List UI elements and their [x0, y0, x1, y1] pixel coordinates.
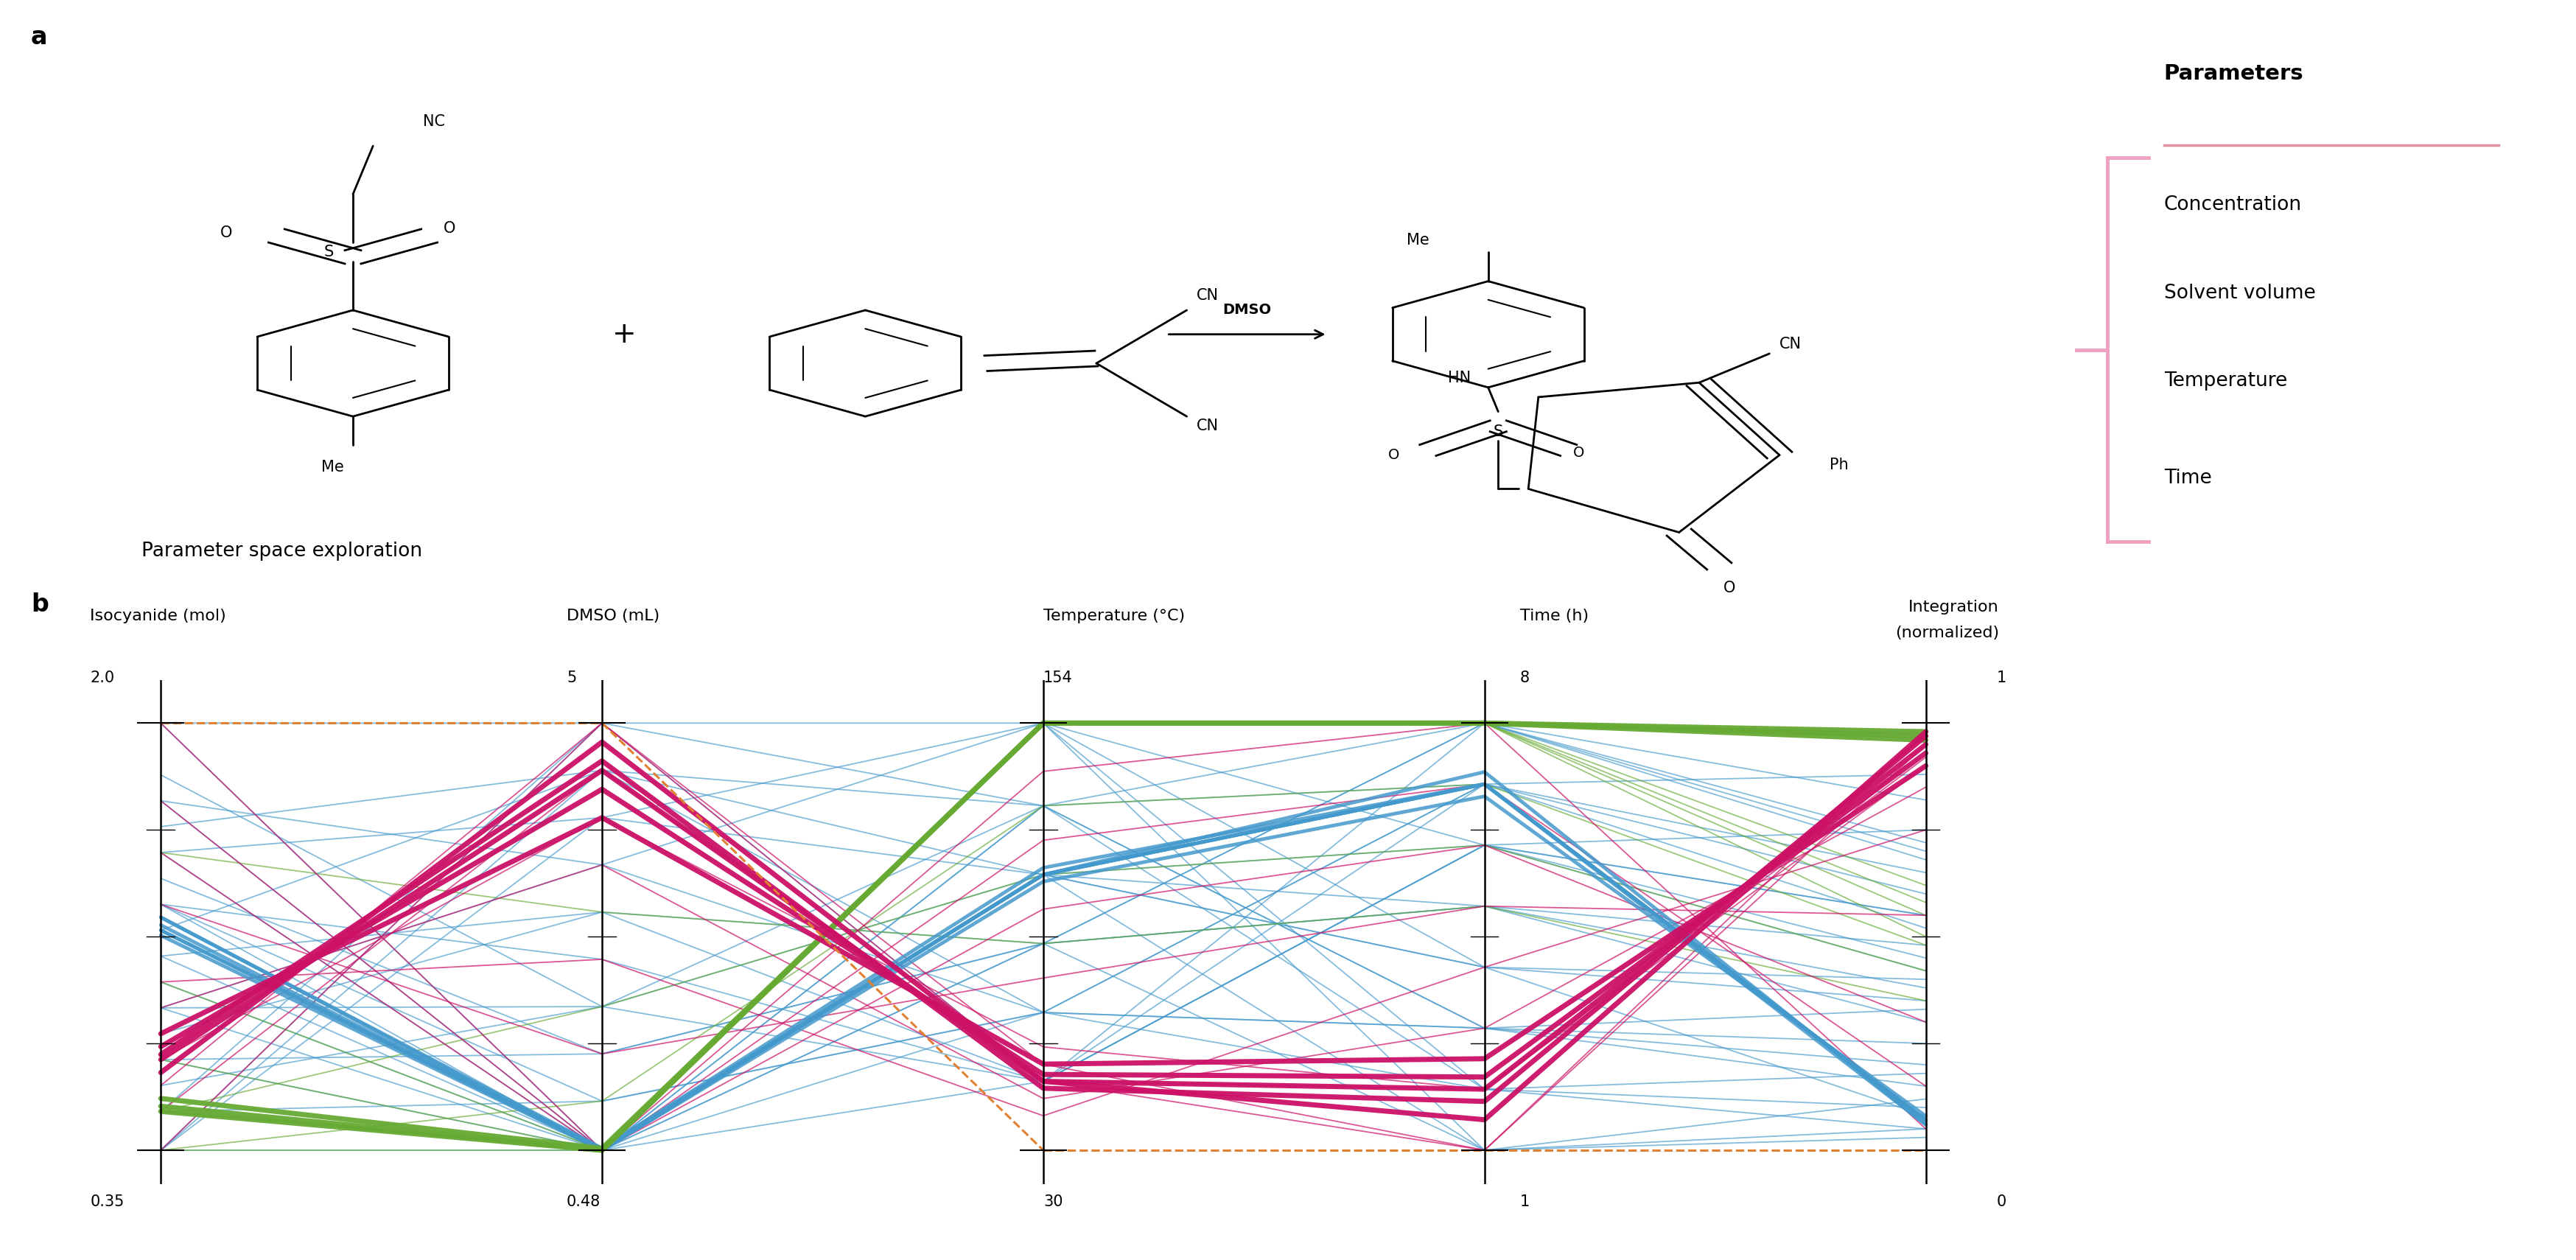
- Text: O: O: [1574, 446, 1584, 460]
- Text: Concentration: Concentration: [2164, 195, 2303, 214]
- Text: 154: 154: [1043, 670, 1072, 685]
- Text: Time: Time: [2164, 469, 2213, 488]
- Text: Parameters: Parameters: [2164, 63, 2303, 83]
- Text: Solvent volume: Solvent volume: [2164, 284, 2316, 302]
- Text: O: O: [443, 220, 456, 236]
- Text: S: S: [1494, 425, 1502, 438]
- Text: 5: 5: [567, 670, 577, 685]
- Text: CN: CN: [1198, 418, 1218, 433]
- Text: CN: CN: [1780, 336, 1801, 352]
- Text: NC: NC: [422, 115, 446, 130]
- Text: Me: Me: [322, 460, 345, 475]
- Text: Temperature (°C): Temperature (°C): [1043, 609, 1185, 624]
- Text: 30: 30: [1043, 1194, 1064, 1210]
- Text: 8: 8: [1520, 670, 1530, 685]
- Text: b: b: [31, 592, 49, 616]
- Text: O: O: [222, 226, 232, 241]
- Text: S: S: [325, 244, 335, 260]
- Text: HN: HN: [1448, 370, 1471, 386]
- Text: 0: 0: [1996, 1194, 2007, 1210]
- Text: Time (h): Time (h): [1520, 609, 1589, 624]
- Text: Me: Me: [1406, 233, 1430, 247]
- Text: O: O: [1723, 581, 1736, 596]
- Text: a: a: [31, 25, 46, 49]
- Text: (normalized): (normalized): [1896, 625, 1999, 640]
- Text: 0.35: 0.35: [90, 1194, 124, 1210]
- Text: 1: 1: [1996, 670, 2007, 685]
- Text: O: O: [1388, 449, 1399, 462]
- Text: Temperature: Temperature: [2164, 372, 2287, 391]
- Text: Ph: Ph: [1829, 457, 1850, 472]
- Text: CN: CN: [1198, 289, 1218, 304]
- Text: Integration: Integration: [1909, 600, 1999, 615]
- Text: DMSO: DMSO: [1224, 302, 1273, 318]
- Text: +: +: [613, 320, 636, 348]
- Text: 0.48: 0.48: [567, 1194, 600, 1210]
- Text: Parameter space exploration: Parameter space exploration: [142, 542, 422, 561]
- Text: 1: 1: [1520, 1194, 1530, 1210]
- Text: Isocyanide (mol): Isocyanide (mol): [90, 609, 227, 624]
- Text: 2.0: 2.0: [90, 670, 113, 685]
- Text: DMSO (mL): DMSO (mL): [567, 609, 659, 624]
